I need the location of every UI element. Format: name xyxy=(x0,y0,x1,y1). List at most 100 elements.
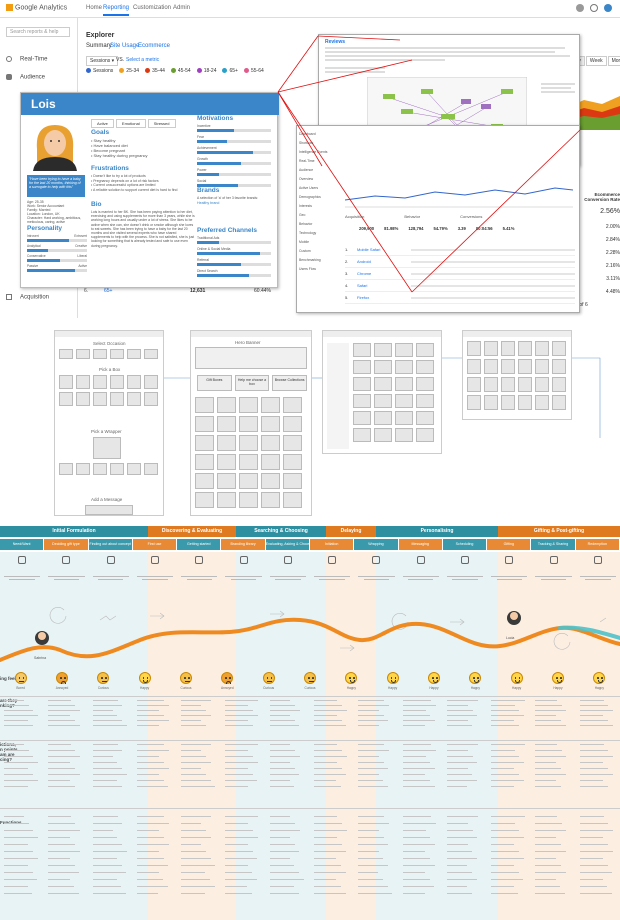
nav-tab-customization[interactable]: Customization xyxy=(133,5,172,11)
search-input[interactable]: Search reports & help xyxy=(6,27,70,37)
image-placeholder[interactable] xyxy=(144,463,158,475)
image-placeholder[interactable] xyxy=(217,397,236,413)
dashboard-sidebar-item[interactable]: Shortcuts xyxy=(299,141,314,145)
image-placeholder[interactable] xyxy=(518,341,532,356)
dashboard-sidebar-item[interactable]: Interests xyxy=(299,204,313,208)
image-placeholder[interactable] xyxy=(395,411,413,425)
image-placeholder[interactable] xyxy=(353,428,371,442)
sidebar-item-acquisition[interactable]: Acquisition xyxy=(6,294,49,301)
image-placeholder[interactable] xyxy=(416,377,434,391)
image-placeholder[interactable] xyxy=(127,375,141,389)
image-placeholder[interactable] xyxy=(76,392,90,406)
dashboard-sidebar-item[interactable]: Active Users xyxy=(299,186,319,190)
sidebar-item-audience[interactable]: Audience xyxy=(6,74,45,81)
image-placeholder[interactable] xyxy=(93,349,107,359)
image-placeholder[interactable] xyxy=(416,428,434,442)
image-placeholder[interactable] xyxy=(195,454,214,470)
table-row[interactable]: 4. Safari xyxy=(345,280,575,292)
image-placeholder[interactable] xyxy=(283,397,302,413)
tab-site-usage[interactable]: Site Usage xyxy=(110,43,140,49)
image-placeholder[interactable] xyxy=(353,411,371,425)
image-placeholder[interactable] xyxy=(374,394,392,408)
image-placeholder[interactable] xyxy=(416,394,434,408)
tab-stressed[interactable]: Stressed xyxy=(147,119,176,128)
image-placeholder[interactable] xyxy=(93,463,107,475)
dashboard-sidebar-item[interactable]: Technology xyxy=(299,231,317,235)
image-placeholder[interactable] xyxy=(239,454,258,470)
image-placeholder[interactable] xyxy=(261,397,280,413)
image-placeholder[interactable] xyxy=(144,375,158,389)
image-placeholder[interactable] xyxy=(535,377,549,392)
image-placeholder[interactable] xyxy=(501,341,515,356)
image-placeholder[interactable] xyxy=(353,343,371,357)
image-placeholder[interactable] xyxy=(195,435,214,451)
nav-tab-home[interactable]: Home xyxy=(86,5,103,11)
dashboard-sidebar-item[interactable]: Users Flow xyxy=(299,267,316,271)
image-placeholder[interactable] xyxy=(353,377,371,391)
image-placeholder[interactable] xyxy=(416,411,434,425)
tab-emotional[interactable]: Emotional xyxy=(115,119,146,128)
tile-gift-boxes[interactable]: Gift Boxes xyxy=(197,375,232,391)
row-name[interactable]: Android xyxy=(357,259,371,264)
image-placeholder[interactable] xyxy=(484,395,498,410)
row-name[interactable]: Mobile Safari xyxy=(357,247,381,252)
dashboard-sidebar-item[interactable]: Audience xyxy=(299,168,314,172)
image-placeholder[interactable] xyxy=(501,377,515,392)
image-placeholder[interactable] xyxy=(374,428,392,442)
image-placeholder[interactable] xyxy=(552,395,566,410)
tile-help-choose[interactable]: Help me choose a box xyxy=(234,375,270,391)
image-placeholder[interactable] xyxy=(261,416,280,432)
image-placeholder[interactable] xyxy=(110,392,124,406)
image-placeholder[interactable] xyxy=(283,473,302,489)
image-placeholder[interactable] xyxy=(501,395,515,410)
image-placeholder[interactable] xyxy=(467,359,481,374)
image-placeholder[interactable] xyxy=(484,359,498,374)
dashboard-sidebar-item[interactable]: Demographics xyxy=(299,195,321,199)
image-placeholder[interactable] xyxy=(261,454,280,470)
image-placeholder[interactable] xyxy=(93,375,107,389)
image-placeholder[interactable] xyxy=(110,375,124,389)
image-placeholder[interactable] xyxy=(535,395,549,410)
table-row[interactable]: 5. Firefox xyxy=(345,292,575,304)
row-name[interactable]: Safari xyxy=(357,283,368,288)
image-placeholder[interactable] xyxy=(93,392,107,406)
image-placeholder[interactable] xyxy=(283,416,302,432)
tab-ecommerce[interactable]: Ecommerce xyxy=(138,43,171,49)
nav-tab-admin[interactable]: Admin xyxy=(173,5,191,11)
avatar[interactable] xyxy=(604,4,612,12)
dashboard-sidebar-item[interactable]: Mobile xyxy=(299,240,309,244)
tile-browse-collections[interactable]: Browse Collections xyxy=(272,375,308,391)
image-placeholder[interactable] xyxy=(195,416,214,432)
image-placeholder[interactable] xyxy=(395,343,413,357)
image-placeholder[interactable] xyxy=(395,377,413,391)
image-placeholder[interactable] xyxy=(395,394,413,408)
dashboard-sidebar-item[interactable]: Real-Time xyxy=(299,159,315,163)
image-placeholder[interactable] xyxy=(59,463,73,475)
gear-icon[interactable] xyxy=(590,4,598,12)
image-placeholder[interactable] xyxy=(374,343,392,357)
image-placeholder[interactable] xyxy=(76,375,90,389)
image-placeholder[interactable] xyxy=(76,349,90,359)
dashboard-sidebar-item[interactable]: Benchmarking xyxy=(299,258,321,262)
image-placeholder[interactable] xyxy=(501,359,515,374)
image-placeholder[interactable] xyxy=(76,463,90,475)
image-placeholder[interactable] xyxy=(353,360,371,374)
image-placeholder[interactable] xyxy=(353,394,371,408)
image-placeholder[interactable] xyxy=(239,435,258,451)
image-placeholder[interactable] xyxy=(552,359,566,374)
image-placeholder[interactable] xyxy=(374,360,392,374)
dashboard-sidebar-item[interactable]: Dashboard xyxy=(299,132,316,136)
image-placeholder[interactable] xyxy=(217,435,236,451)
image-placeholder[interactable] xyxy=(239,397,258,413)
table-row[interactable]: 1. Mobile Safari xyxy=(345,244,575,256)
notification-icon[interactable] xyxy=(576,4,584,12)
image-placeholder[interactable] xyxy=(217,454,236,470)
image-placeholder[interactable] xyxy=(467,377,481,392)
image-placeholder[interactable] xyxy=(484,377,498,392)
image-placeholder[interactable] xyxy=(484,341,498,356)
image-placeholder[interactable] xyxy=(127,349,141,359)
image-placeholder[interactable] xyxy=(535,359,549,374)
image-placeholder[interactable] xyxy=(395,428,413,442)
dashboard-sidebar-item[interactable]: Custom xyxy=(299,249,311,253)
image-placeholder[interactable] xyxy=(195,397,214,413)
